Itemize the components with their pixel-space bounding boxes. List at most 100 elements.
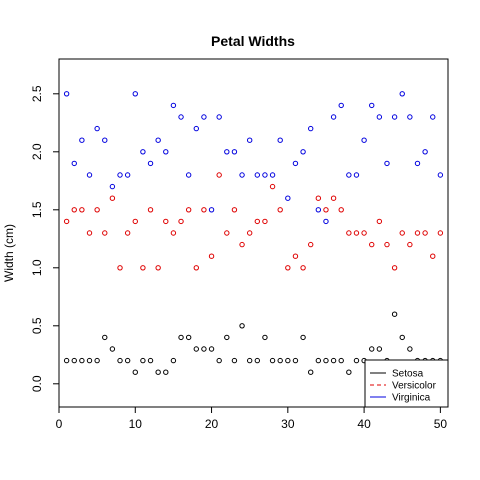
legend-label: Setosa <box>392 369 424 380</box>
data-point <box>262 334 268 341</box>
data-point <box>208 207 215 213</box>
x-tick-label: 10 <box>129 417 143 431</box>
data-point <box>193 346 199 352</box>
x-tick-label: 20 <box>205 417 219 431</box>
data-point <box>422 149 428 155</box>
data-point <box>399 230 405 236</box>
data-point <box>315 195 322 201</box>
data-point <box>132 369 138 375</box>
data-point <box>239 172 245 178</box>
data-point <box>346 172 352 178</box>
data-point <box>102 137 108 143</box>
data-point <box>407 114 413 120</box>
data-point <box>94 125 100 132</box>
data-point <box>170 230 177 236</box>
data-point <box>185 334 192 341</box>
data-point <box>384 160 390 167</box>
data-point <box>292 160 299 167</box>
data-point <box>376 218 383 225</box>
x-tick-label: 40 <box>357 417 371 431</box>
x-tick-label: 50 <box>434 417 448 431</box>
data-point <box>338 102 344 109</box>
x-tick-label: 30 <box>281 417 295 431</box>
data-point <box>391 265 398 271</box>
data-point <box>71 160 77 167</box>
data-point <box>71 357 77 364</box>
data-point <box>124 172 131 178</box>
data-point <box>292 357 299 364</box>
data-point <box>140 149 146 155</box>
data-point <box>216 172 222 178</box>
data-point <box>193 125 199 132</box>
data-point <box>124 357 131 364</box>
data-point <box>147 357 154 364</box>
data-point <box>330 195 337 201</box>
data-point <box>323 218 329 225</box>
data-point <box>178 218 184 225</box>
data-point <box>346 230 352 236</box>
data-point <box>361 230 367 236</box>
data-point <box>246 230 253 236</box>
chart-title: Petal Widths <box>211 33 295 49</box>
legend-label: Versicolor <box>392 381 437 392</box>
data-point <box>246 137 253 143</box>
data-point <box>254 218 261 225</box>
data-point <box>430 114 436 120</box>
y-tick-label: 1.5 <box>30 201 44 218</box>
data-point <box>414 230 421 236</box>
data-point <box>315 357 322 364</box>
data-point <box>147 207 154 213</box>
data-point <box>163 149 169 155</box>
data-point <box>346 369 352 375</box>
data-point <box>185 172 192 178</box>
data-point <box>437 230 444 236</box>
data-point <box>231 207 238 213</box>
data-point <box>140 357 146 364</box>
data-point <box>269 183 276 190</box>
data-point <box>147 160 154 167</box>
data-point <box>109 183 116 190</box>
data-point <box>216 357 222 364</box>
data-point <box>391 114 398 120</box>
data-point <box>224 230 230 236</box>
data-point <box>63 91 70 97</box>
data-point <box>246 357 253 364</box>
data-point <box>63 357 70 364</box>
data-point <box>132 218 138 225</box>
data-point <box>407 241 413 248</box>
data-point <box>86 357 93 364</box>
data-point <box>262 172 268 178</box>
y-tick-label: 2.0 <box>30 143 44 160</box>
data-point <box>185 207 192 213</box>
data-point <box>414 160 421 167</box>
data-point <box>178 114 184 120</box>
data-point <box>117 265 123 271</box>
data-point <box>437 172 444 178</box>
data-points <box>63 91 444 375</box>
data-point <box>239 241 245 248</box>
data-point <box>124 230 131 236</box>
data-point <box>86 230 93 236</box>
data-point <box>399 91 405 97</box>
y-tick-label: 0.5 <box>30 317 44 334</box>
legend-label: Virginica <box>392 393 431 404</box>
data-point <box>277 137 283 143</box>
data-point <box>63 218 70 225</box>
data-point <box>338 357 344 364</box>
data-point <box>369 241 375 248</box>
data-point <box>216 114 222 120</box>
data-point <box>140 265 146 271</box>
data-point <box>353 230 360 236</box>
data-point <box>170 102 177 109</box>
data-point <box>323 207 329 213</box>
data-point <box>201 346 207 352</box>
data-point <box>269 172 276 178</box>
data-point <box>254 172 261 178</box>
data-point <box>224 334 230 341</box>
data-point <box>193 265 199 271</box>
data-point <box>292 253 299 259</box>
data-point <box>277 207 283 213</box>
